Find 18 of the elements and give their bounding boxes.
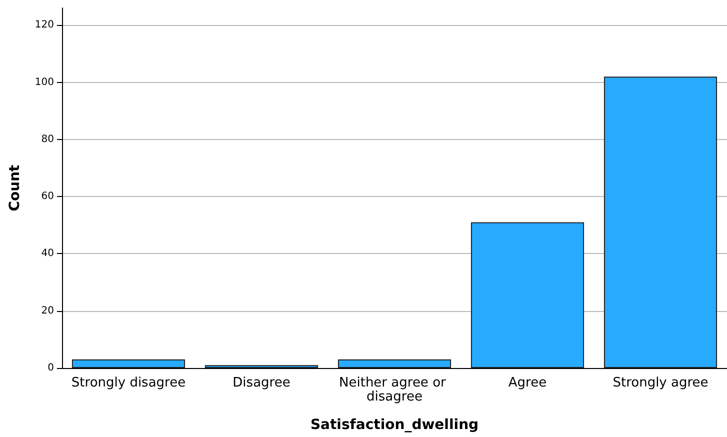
x-tick-label: Disagree <box>232 376 290 390</box>
x-tick-label: Neither agree or disagree <box>339 376 450 404</box>
bar <box>72 359 186 368</box>
y-axis-title: Count <box>7 164 23 212</box>
y-tick-label: 80 <box>41 134 54 145</box>
x-tick-label: Agree <box>508 376 547 390</box>
y-tick-label: 100 <box>34 76 54 88</box>
bar <box>338 359 452 368</box>
y-tick-label: 0 <box>48 362 54 374</box>
x-tick-label: Strongly agree <box>612 376 708 390</box>
y-tick-label: 20 <box>41 305 54 316</box>
y-tick-label: 60 <box>41 191 54 202</box>
y-tick-label: 40 <box>41 248 54 260</box>
y-tick-label: 120 <box>34 20 54 31</box>
x-axis-title: Satisfaction_dwelling <box>310 417 479 433</box>
bar <box>470 222 584 368</box>
bar <box>604 76 718 368</box>
x-tick-label: Strongly disagree <box>71 376 186 390</box>
